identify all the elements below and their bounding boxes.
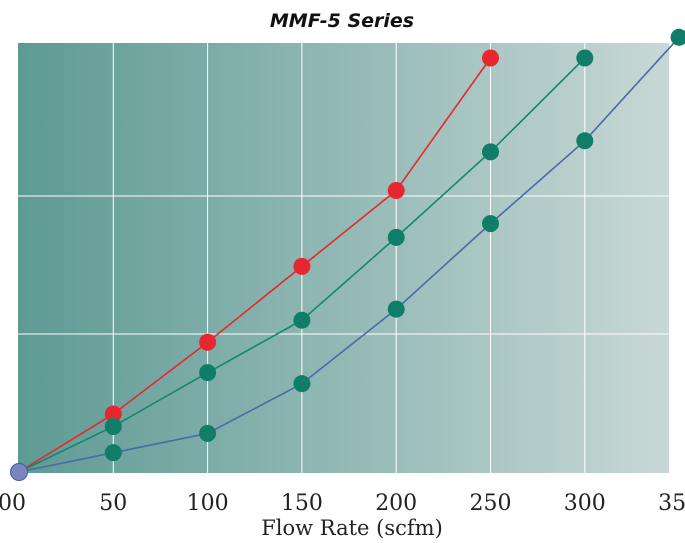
data-point [387,228,405,246]
data-point [104,405,122,423]
data-point [387,300,405,318]
series-line [18,36,680,473]
data-point [576,132,594,150]
data-point [482,49,499,67]
data-point [199,333,217,351]
data-point [293,257,311,275]
data-point [482,215,499,233]
data-point [387,181,405,199]
data-point [670,28,685,46]
data-point [293,311,311,329]
plot-area [18,43,669,473]
x-tick-label: 50 [99,491,127,516]
data-point [104,444,122,462]
data-point [576,49,594,67]
series-line [18,57,492,473]
origin-point [10,463,28,481]
x-tick-label: 150 [281,491,323,516]
data-point [293,375,311,393]
x-tick-label: 0 [12,491,26,516]
x-ticks: 0 50 100 150 200 250 300 350 [12,491,685,516]
x-tick-label: 350 [658,491,685,516]
data-point [104,417,122,435]
chart-title: MMF-5 Series [270,10,414,32]
series-points [10,28,685,481]
data-point [482,143,499,161]
x-tick-label: 200 [375,491,417,516]
x-axis-label: Flow Rate (scfm) [261,516,443,540]
x-tick-label: 250 [470,491,512,516]
data-point [199,424,217,442]
data-point [199,364,217,382]
x-tick-left-cut: 0 [0,491,12,516]
x-tick-label: 300 [564,491,606,516]
x-tick-label: 100 [187,491,229,516]
